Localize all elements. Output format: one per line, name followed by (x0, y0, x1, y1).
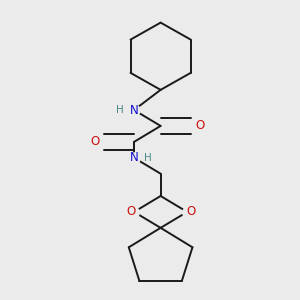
Text: N: N (130, 151, 139, 164)
Text: O: O (195, 119, 204, 132)
Text: O: O (186, 206, 195, 218)
Text: H: H (144, 153, 152, 163)
Text: O: O (91, 135, 100, 148)
Text: O: O (126, 206, 135, 218)
Text: N: N (130, 103, 139, 116)
Text: H: H (116, 105, 124, 115)
